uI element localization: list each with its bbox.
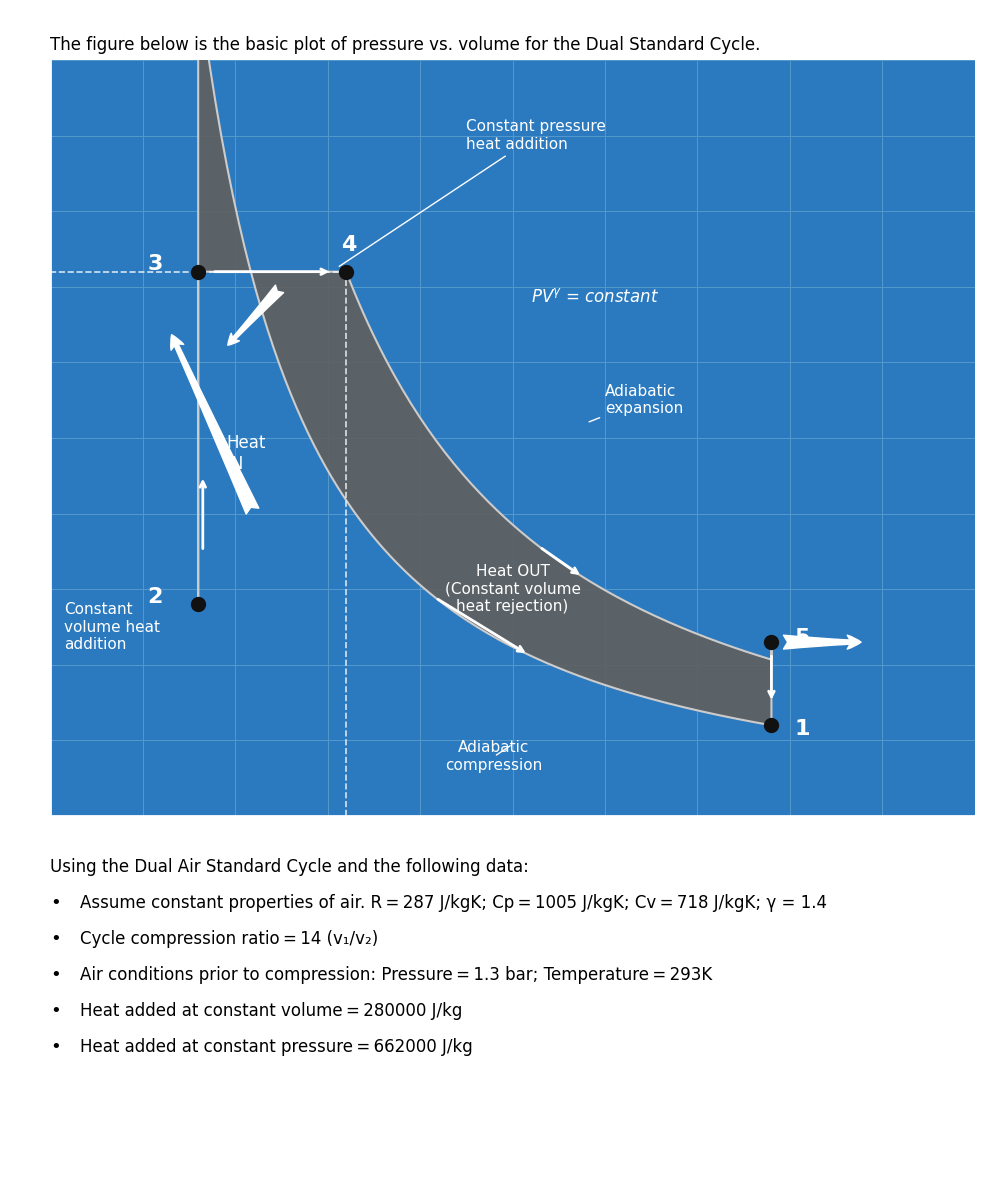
Text: •: • [50,1038,61,1056]
Text: •: • [50,1002,61,1020]
Text: Heat OUT
(Constant volume
heat rejection): Heat OUT (Constant volume heat rejection… [444,564,581,614]
Text: •: • [50,966,61,984]
Text: 2: 2 [148,587,163,607]
Text: The figure below is the basic plot of pressure vs. volume for the Dual Standard : The figure below is the basic plot of pr… [50,36,761,54]
Polygon shape [198,0,772,725]
Text: •: • [50,894,61,912]
Text: Cycle compression ratio = 14 (v₁/v₂): Cycle compression ratio = 14 (v₁/v₂) [80,930,379,948]
Text: Adiabatic
compression: Adiabatic compression [445,740,543,773]
Text: •: • [50,930,61,948]
Text: Adiabatic
expansion: Adiabatic expansion [589,384,683,422]
Text: 1: 1 [795,719,810,739]
Text: Heat
IN: Heat IN [226,433,265,473]
Text: 4: 4 [342,235,357,256]
Text: Constant pressure
heat addition: Constant pressure heat addition [340,119,606,266]
Text: Volume (V): Volume (V) [458,866,567,886]
Text: Heat added at constant volume = 280000 J/kg: Heat added at constant volume = 280000 J… [80,1002,462,1020]
Text: Constant
volume heat
addition: Constant volume heat addition [64,602,160,652]
Text: 5: 5 [795,629,810,648]
Text: Air conditions prior to compression: Pressure = 1.3 bar; Temperature = 293K: Air conditions prior to compression: Pre… [80,966,713,984]
Text: Assume constant properties of air. R = 287 J/kgK; Cp = 1005 J/kgK; Cv = 718 J/kg: Assume constant properties of air. R = 2… [80,894,827,912]
Text: Using the Dual Air Standard Cycle and the following data:: Using the Dual Air Standard Cycle and th… [50,858,529,876]
Text: PV$^{\gamma}$ = constant: PV$^{\gamma}$ = constant [531,288,659,306]
Text: Heat added at constant pressure = 662000 J/kg: Heat added at constant pressure = 662000… [80,1038,473,1056]
Text: 3: 3 [148,254,163,274]
